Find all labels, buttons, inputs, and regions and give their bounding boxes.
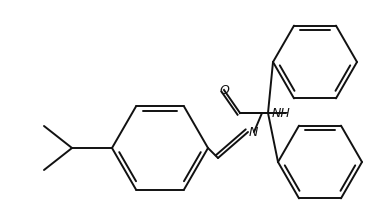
Text: NH: NH: [272, 107, 291, 119]
Text: N: N: [249, 125, 259, 138]
Text: O: O: [219, 83, 229, 97]
